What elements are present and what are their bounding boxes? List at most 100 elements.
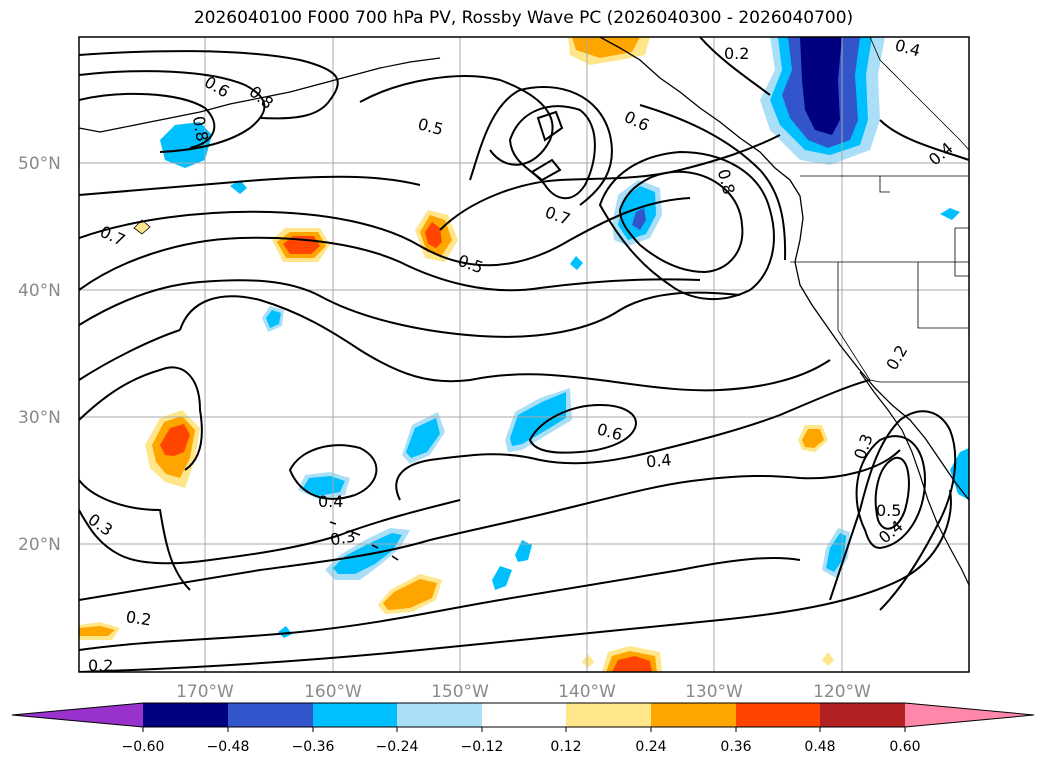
shade-neg	[826, 533, 846, 572]
contour-label: 0.4	[318, 492, 343, 511]
colorbar-label: −0.60	[122, 739, 165, 755]
contour-label: 0.6	[201, 72, 233, 101]
colorbar-bin	[482, 703, 566, 727]
contour-label: 0.6	[621, 107, 652, 135]
colorbar-label: 0.60	[889, 739, 920, 755]
lat-labels: 50°N 40°N 30°N 20°N	[18, 154, 61, 555]
colorbar-bin	[736, 703, 820, 727]
state-border	[879, 176, 890, 193]
shade-neg	[160, 122, 212, 168]
contour-line	[536, 110, 564, 142]
contour-line	[79, 70, 266, 153]
contour-line	[439, 134, 781, 231]
contour-label: 0.2	[88, 656, 113, 675]
lon-label: 140°W	[558, 682, 616, 702]
contour-label: 0.2	[125, 607, 153, 629]
shade-neg	[266, 310, 281, 328]
contour-line	[79, 499, 461, 565]
contour-line	[829, 410, 957, 611]
contour-line	[79, 489, 952, 672]
contour-line	[79, 479, 191, 591]
colorbar: −0.60 −0.48 −0.36 −0.24 −0.12 0.12 0.24 …	[11, 702, 1035, 755]
contour-label: 0.7	[542, 202, 572, 229]
colorbar-label: 0.48	[804, 739, 835, 755]
contour-label: 0.8	[245, 82, 277, 113]
shade-neg	[278, 626, 292, 638]
contour-line	[79, 279, 741, 338]
ak-border	[869, 37, 969, 151]
contour-line	[79, 197, 691, 267]
contour-label: 0.2	[882, 342, 911, 374]
colorbar-label: −0.48	[207, 739, 250, 755]
contour-label: 0.3	[850, 431, 877, 461]
lon-label: 130°W	[685, 682, 743, 702]
contour-line	[288, 444, 378, 500]
contour-label: 0.8	[714, 167, 739, 197]
shade-neg-mid	[632, 208, 646, 230]
contour-label: 0.4	[645, 450, 672, 471]
contour-line	[528, 403, 637, 454]
colorbar-bin	[397, 703, 482, 727]
colorbar-bin	[143, 703, 228, 727]
shade-pos	[802, 429, 824, 448]
contour-line	[179, 295, 831, 392]
shade-neg	[406, 418, 440, 458]
contour-label: 0.3	[329, 526, 357, 549]
lon-label: 120°W	[813, 682, 871, 702]
baja-coast	[859, 371, 969, 586]
contour-line	[79, 236, 701, 292]
colorbar-label: −0.24	[376, 739, 419, 755]
contour-label: 0.3	[84, 510, 116, 540]
contour-line	[699, 37, 969, 161]
shade-pos-light	[822, 652, 834, 666]
contour-label: 0.8	[189, 115, 212, 143]
map-area: 0.6 0.8 0.8 0.5 0.2 0.4 0.4 0.6 0.8 0.7 …	[79, 35, 969, 675]
contour-line	[639, 104, 787, 261]
lon-labels: 170°W 160°W 150°W 140°W 130°W 120°W	[176, 682, 871, 702]
colorbar-label: 0.12	[550, 739, 581, 755]
contour-line	[79, 557, 801, 651]
colorbar-bin	[651, 703, 736, 727]
shade-pos-mid	[612, 656, 652, 672]
lon-label: 150°W	[431, 682, 489, 702]
shade-neg	[570, 256, 583, 270]
contour-line	[79, 175, 421, 196]
colorbar-label: 0.36	[720, 739, 751, 755]
colorbar-bin	[313, 703, 397, 727]
contour-line	[79, 449, 901, 601]
shade-pos	[383, 579, 437, 610]
colorbar-label: 0.24	[635, 739, 666, 755]
shade-pos	[572, 37, 640, 58]
colorbar-ticks	[142, 727, 906, 732]
coastlines	[79, 37, 969, 586]
shade-neg	[303, 476, 345, 496]
contour-label: 0.4	[925, 138, 957, 169]
contour-line	[598, 150, 775, 301]
contour-line	[855, 435, 927, 550]
shade-pos	[79, 626, 115, 636]
shade-pos-light	[582, 654, 594, 668]
contour-label: 0.4	[893, 35, 923, 60]
contour-line	[469, 86, 613, 206]
map-title: 2026040100 F000 700 hPa PV, Rossby Wave …	[193, 8, 854, 28]
shade-pos-mid	[160, 424, 190, 456]
shade-neg	[492, 566, 512, 590]
hawaii-islands	[329, 521, 399, 561]
state-border	[917, 262, 969, 329]
lat-label: 30°N	[18, 408, 61, 428]
shade-neg	[940, 208, 960, 220]
colorbar-bin	[820, 703, 905, 727]
contour-label: 0.5	[416, 114, 446, 139]
gridlines	[79, 37, 969, 672]
colorbar-bin	[566, 703, 651, 727]
contour-line	[359, 75, 554, 166]
contour-label: 0.6	[595, 419, 625, 444]
contour-line	[79, 329, 203, 471]
colorbar-label: −0.12	[461, 739, 504, 755]
colorbar-extend-under	[12, 703, 143, 727]
contour-label: 0.2	[724, 44, 749, 63]
map-frame	[78, 36, 970, 673]
lat-label: 50°N	[18, 154, 61, 174]
lon-label: 170°W	[176, 682, 234, 702]
